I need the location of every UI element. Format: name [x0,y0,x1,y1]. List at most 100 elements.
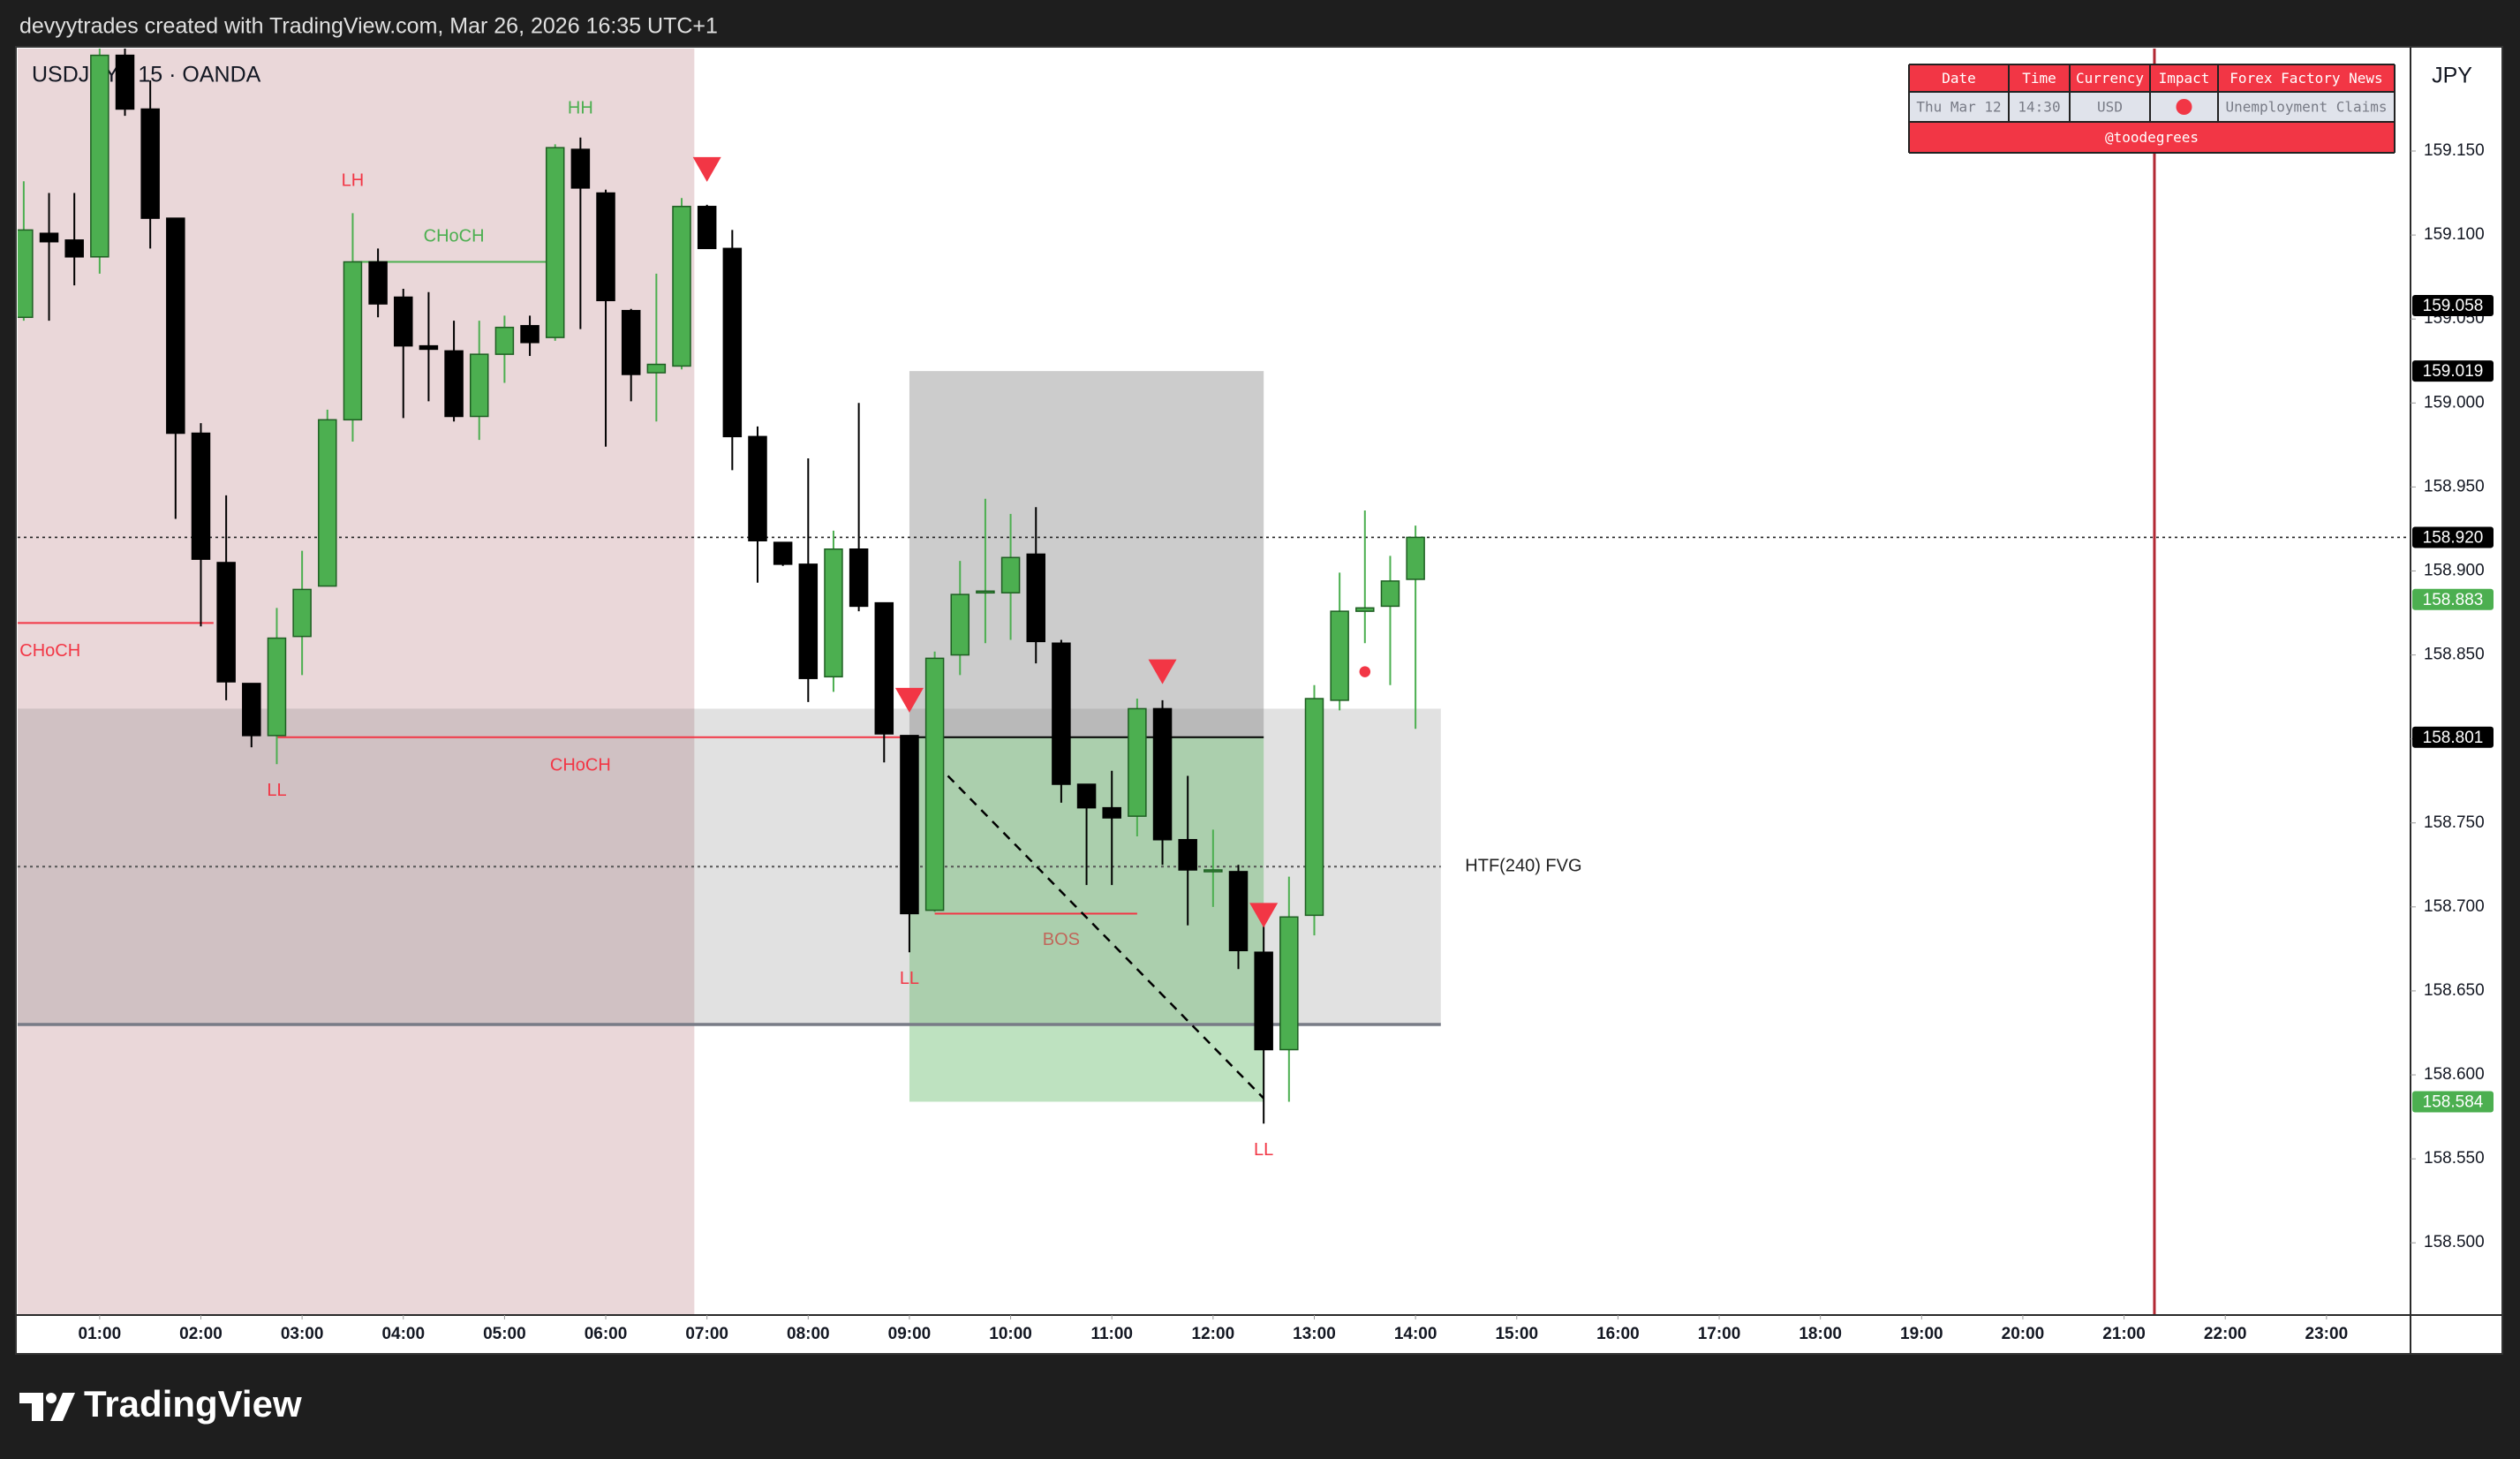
candle-body [394,296,413,347]
price-label-box [2412,588,2494,610]
table-cell: Unemployment Claims [2225,99,2387,116]
candle-body [216,562,236,683]
candle-body [1330,610,1349,701]
signal-triangle [1148,659,1177,684]
x-tick-label: 10:00 [989,1325,1032,1343]
x-tick-label: 05:00 [483,1325,526,1343]
y-tick-label: 158.650 [2424,981,2485,1000]
candle-body [950,593,970,656]
candle-body [292,588,312,638]
x-tick-label: 09:00 [888,1325,932,1343]
candle-body [1304,698,1324,917]
price-label-box [2412,360,2494,382]
y-tick-label: 158.550 [2424,1149,2485,1168]
candle-body [748,435,767,541]
candle-body [1152,707,1173,841]
symbol: USDJPY · 15 · OANDA [32,63,261,87]
annotation: CHoCH [550,755,611,775]
candle-body [1102,806,1121,819]
candle-body [874,601,894,735]
candle-body [444,350,464,418]
table-header: Forex Factory News [2230,70,2382,87]
x-tick-label: 12:00 [1192,1325,1235,1343]
annotation: HTF(240) FVG [1465,856,1581,875]
price-label-box [2412,726,2494,748]
candle-body [166,217,185,435]
candle-body [1380,580,1400,608]
x-tick-label: 19:00 [1900,1325,1943,1343]
x-tick-label: 08:00 [787,1325,830,1343]
x-tick-label: 16:00 [1596,1325,1640,1343]
plot-area: USDJPY · 15 · OANDA LH HH CHoCH CHoCH LL CHoCH… [18,49,2411,1315]
candle-body [570,148,591,189]
x-tick-label: 11:00 [1090,1325,1133,1343]
x-tick-label: 07:00 [685,1325,728,1343]
price-label: 158.584 [2423,1092,2484,1111]
candle-body [469,353,489,418]
signal-triangle [894,687,924,713]
axes: 158.500 158.550 158.600 158.650 158.700 158.7… [79,64,2494,1343]
candle-body [90,54,109,258]
y-tick-label: 158.700 [2424,897,2485,916]
annotation: HH [568,99,593,118]
candle-body [494,326,515,355]
currency: JPY [2432,64,2472,88]
table-footer-bg [1909,122,2395,153]
x-tick-label: 04:00 [381,1325,425,1343]
x-tick-label: 14:00 [1394,1325,1437,1343]
x-tick-label: 17:00 [1698,1325,1741,1343]
annotation: LH [342,171,365,191]
candle-body [39,232,59,243]
caption: devyytrades created with TradingView.com… [19,14,718,39]
candle-body [1000,556,1021,593]
candle-body [722,247,743,438]
x-tick-label: 21:00 [2102,1325,2146,1343]
y-tick-label: 158.950 [2424,477,2485,495]
candle-body [1254,951,1273,1051]
x-tick-label: 01:00 [79,1325,122,1343]
candle-body [824,548,843,678]
y-tick-label: 159.150 [2424,141,2485,160]
signal-triangle [692,156,721,182]
candle-body [1178,839,1197,871]
x-tick-label: 13:00 [1293,1325,1336,1343]
candle-body [368,261,388,305]
y-tick-label: 158.900 [2424,561,2485,579]
candle-body [849,548,869,608]
table-row-bg [1909,92,2395,122]
price-label-box [2412,294,2494,316]
y-tick-label: 159.100 [2424,225,2485,244]
price-label: 158.920 [2423,528,2484,547]
table-header: Date [1942,70,1976,87]
x-tick-label: 18:00 [1799,1325,1842,1343]
annotation: LL [1254,1140,1273,1160]
session-zone [18,49,695,1315]
annotation: CHoCH [19,641,80,661]
candle-body [1076,783,1097,809]
candle-body [343,261,363,421]
table-header: Impact [2159,70,2210,87]
x-tick-label: 22:00 [2204,1325,2247,1343]
brand: TradingView [84,1383,302,1425]
signal-dot [1358,664,1372,679]
candle-body [976,590,995,594]
price-label: 158.801 [2423,729,2484,747]
overlay: Date Time Currency Impact Forex Factory News… [1908,64,2396,154]
x-tick-label: 15:00 [1495,1325,1538,1343]
price-label-box [2412,526,2494,548]
candle-body [1355,607,1375,612]
candle-body [1406,536,1425,580]
x-tick-label: 03:00 [281,1325,324,1343]
x-tick-label: 02:00 [179,1325,223,1343]
candle-body [798,563,819,679]
candle-body [140,108,160,219]
candle-body [1203,869,1223,873]
price-label: 159.019 [2423,362,2484,381]
candle-body [419,344,439,351]
y-tick-label: 158.750 [2424,813,2485,832]
price-label-box [2412,1091,2494,1113]
zone [909,371,1264,737]
annotation: CHoCH [424,226,485,246]
